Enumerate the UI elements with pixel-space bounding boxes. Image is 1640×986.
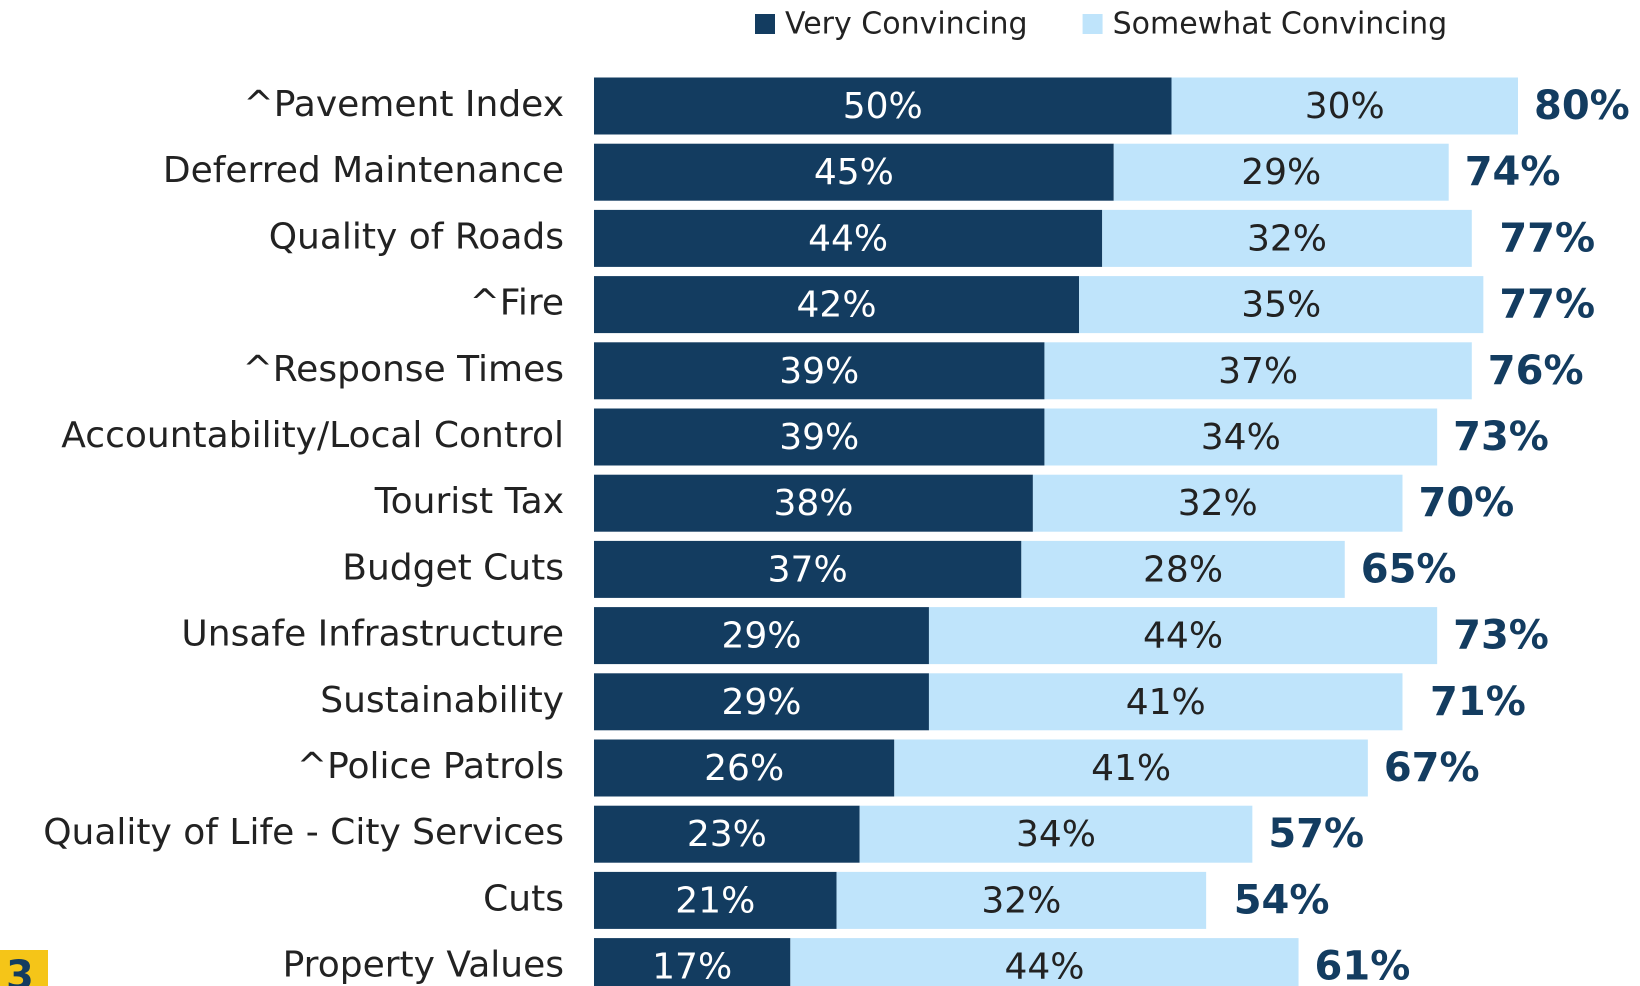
bar-segment: [1044, 342, 1472, 400]
total-label: 67%: [1384, 745, 1480, 791]
bar-segment: [594, 805, 860, 863]
category-label: ^Fire: [470, 283, 564, 324]
total-label: 61%: [1315, 944, 1411, 986]
bar-segment: [859, 805, 1253, 863]
value-label: 38%: [773, 483, 853, 524]
slide-number-box: [0, 950, 48, 986]
value-label: 39%: [779, 351, 859, 392]
bar-segment: [790, 938, 1299, 986]
value-label: 37%: [768, 549, 848, 590]
bar-segment: [594, 408, 1045, 466]
bar-segment: [594, 77, 1172, 135]
value-label: 28%: [1143, 549, 1223, 590]
bar-segment: [594, 607, 929, 665]
legend-swatch: [1082, 14, 1103, 34]
value-label: 29%: [721, 682, 801, 723]
legend-label: Very Convincing: [785, 7, 1028, 42]
bar-segment: [1044, 408, 1438, 466]
value-label: 30%: [1305, 86, 1385, 127]
category-label: Tourist Tax: [374, 481, 564, 522]
value-label: 41%: [1126, 682, 1206, 723]
total-label: 65%: [1361, 546, 1457, 592]
value-label: 29%: [1241, 152, 1321, 193]
legend-label: Somewhat Convincing: [1113, 7, 1448, 42]
category-label: Quality of Life - City Services: [43, 812, 564, 853]
total-label: 77%: [1499, 215, 1595, 261]
category-label: Sustainability: [320, 680, 564, 721]
category-label: ^Police Patrols: [297, 746, 564, 787]
total-label: 54%: [1234, 877, 1330, 923]
value-label: 32%: [1247, 218, 1327, 259]
bar-segment: [928, 673, 1403, 731]
bar-segment: [594, 540, 1022, 598]
bar-segment: [1032, 474, 1403, 532]
total-label: 76%: [1488, 348, 1584, 394]
bar-segment: [594, 673, 929, 731]
value-label: 44%: [1004, 947, 1084, 986]
value-label: 34%: [1201, 417, 1281, 458]
bar-segment: [894, 739, 1368, 797]
category-label: ^Pavement Index: [244, 84, 564, 125]
value-label: 50%: [843, 86, 923, 127]
category-label: Deferred Maintenance: [163, 150, 564, 191]
value-label: 35%: [1241, 285, 1321, 326]
category-label: ^Response Times: [243, 349, 564, 390]
total-label: 70%: [1419, 480, 1515, 526]
category-label: Unsafe Infrastructure: [181, 614, 564, 655]
bar-segment: [1171, 77, 1518, 135]
bar-segment: [594, 871, 837, 929]
total-label: 57%: [1268, 811, 1364, 857]
legend-swatch: [755, 14, 775, 34]
bar-segment: [594, 739, 895, 797]
category-label: Accountability/Local Control: [61, 415, 564, 456]
slide-number: 3: [6, 953, 34, 986]
value-label: 44%: [1143, 616, 1223, 657]
bar-segment: [1102, 209, 1472, 267]
bar-segment: [594, 209, 1103, 267]
value-label: 21%: [675, 880, 755, 921]
value-label: 45%: [814, 152, 894, 193]
bar-segment: [594, 143, 1114, 201]
value-label: 42%: [797, 285, 877, 326]
value-label: 32%: [981, 880, 1061, 921]
bar-segment: [594, 276, 1080, 334]
bar-segment: [594, 938, 791, 986]
bar-segment: [1113, 143, 1449, 201]
bar-segment: [594, 474, 1033, 532]
total-label: 80%: [1534, 83, 1630, 129]
value-label: 26%: [704, 748, 784, 789]
bar-segment: [1021, 540, 1345, 598]
total-label: 77%: [1499, 282, 1595, 328]
category-label: Quality of Roads: [269, 216, 564, 257]
category-label: Budget Cuts: [342, 547, 564, 588]
total-label: 71%: [1430, 679, 1526, 725]
value-label: 17%: [652, 947, 732, 986]
category-label: Property Values: [283, 945, 564, 986]
value-label: 37%: [1218, 351, 1298, 392]
total-label: 73%: [1453, 613, 1549, 659]
bar-segment: [1079, 276, 1484, 334]
bar-segment: [836, 871, 1207, 929]
total-label: 74%: [1465, 149, 1561, 195]
value-label: 29%: [721, 616, 801, 657]
category-label: Cuts: [483, 878, 564, 919]
value-label: 39%: [779, 417, 859, 458]
value-label: 41%: [1091, 748, 1171, 789]
value-label: 44%: [808, 218, 888, 259]
total-label: 73%: [1453, 414, 1549, 460]
bar-segment: [594, 342, 1045, 400]
value-label: 32%: [1178, 483, 1258, 524]
bar-segment: [928, 607, 1438, 665]
value-label: 23%: [687, 814, 767, 855]
value-label: 34%: [1016, 814, 1096, 855]
